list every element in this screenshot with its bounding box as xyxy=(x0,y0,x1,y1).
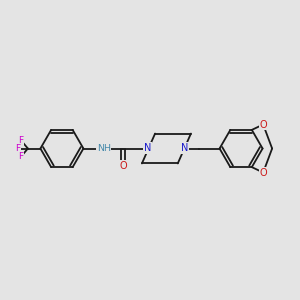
Text: NH: NH xyxy=(97,144,111,153)
Text: O: O xyxy=(119,161,127,171)
Text: O: O xyxy=(260,167,267,178)
Text: O: O xyxy=(260,119,267,130)
Text: F: F xyxy=(15,144,20,153)
Text: N: N xyxy=(144,143,152,153)
Text: N: N xyxy=(181,143,189,153)
Text: F: F xyxy=(19,136,24,145)
Text: F: F xyxy=(19,152,24,161)
